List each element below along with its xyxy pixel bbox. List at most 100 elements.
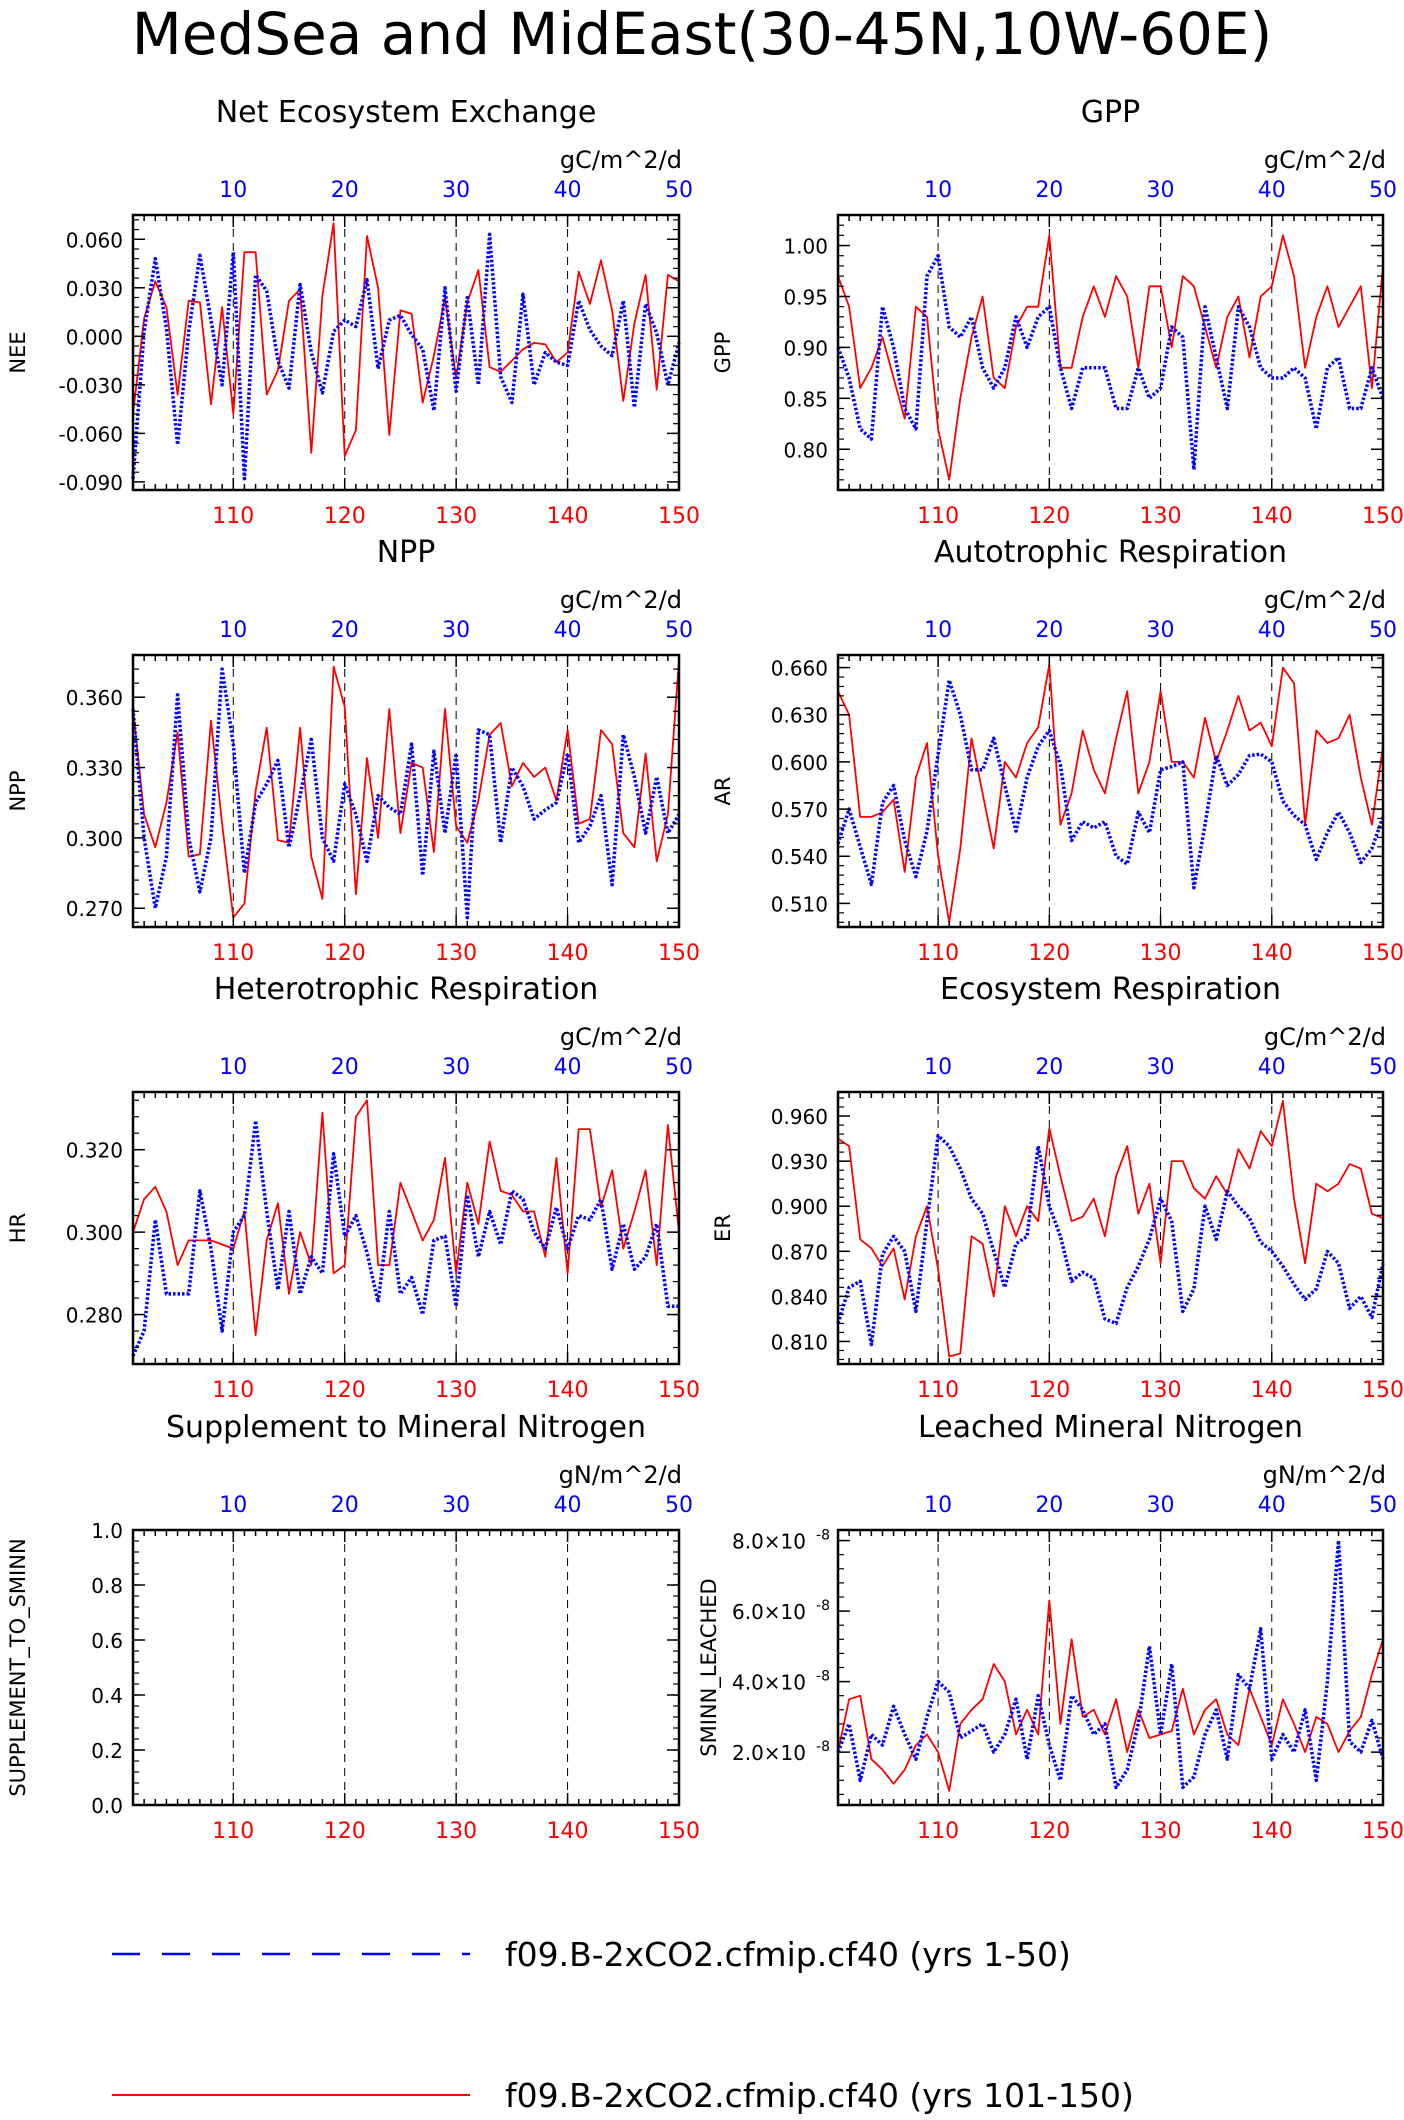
series-line-yrs-101-150 — [132, 1099, 680, 1337]
y-tick-label: 0.840 — [771, 1285, 828, 1309]
x-tick-label-top: 40 — [1258, 1493, 1286, 1518]
x-tick-label-top: 30 — [1147, 178, 1175, 203]
panel-ar: Autotrophic Respiration gC/m^2/d 110 120 130… — [711, 535, 1404, 966]
y-tick-label: 0.320 — [66, 1139, 123, 1163]
y-axis-label: NPP — [6, 770, 30, 811]
panel-title: Heterotrophic Respiration — [214, 972, 599, 1007]
x-tick-label-bottom: 130 — [1140, 941, 1182, 966]
y-tick-label: 0.4 — [91, 1684, 123, 1708]
panel-title: Autotrophic Respiration — [934, 535, 1287, 570]
x-tick-label-top: 10 — [219, 1055, 247, 1080]
y-tick-label: 0.6 — [91, 1629, 123, 1653]
y-axis-label: NEE — [6, 331, 30, 373]
y-tick-label: 0.300 — [66, 827, 123, 851]
plot-frame — [836, 213, 1385, 492]
y-tick-label: 0.270 — [66, 897, 123, 921]
y-tick-label: 0.95 — [783, 285, 828, 309]
y-tick-label: 0.930 — [771, 1150, 828, 1174]
x-tick-label-top: 20 — [1035, 618, 1063, 643]
series-line-yrs-101-150 — [132, 659, 680, 919]
series-line-yrs-1-50 — [131, 232, 681, 481]
x-tick-label-bottom: 150 — [1362, 941, 1404, 966]
x-tick-label-top: 10 — [219, 618, 247, 643]
y-tick-label: 0.90 — [783, 336, 828, 360]
figure-title: MedSea and MidEast(30-45N,10W-60E) — [132, 0, 1273, 68]
plot-frame — [131, 653, 681, 929]
x-tick-label-top: 20 — [331, 1493, 359, 1518]
series-line-yrs-1-50 — [836, 1133, 1385, 1347]
x-tick-label-top: 10 — [924, 618, 952, 643]
y-tick-label: -0.090 — [59, 471, 123, 495]
plot-frame — [836, 1090, 1385, 1366]
legend: f09.B-2xCO2.cfmip.cf40 (yrs 1-50) f09.B-… — [112, 1935, 1134, 2115]
y-tick-label: 0.2 — [91, 1739, 123, 1763]
y-tick-label: 6.0×10 — [732, 1600, 806, 1624]
x-tick-label-bottom: 130 — [435, 1819, 477, 1844]
y-tick-label: 4.0×10 — [732, 1671, 806, 1695]
x-tick-label-top: 40 — [554, 618, 582, 643]
y-tick-label: 0.330 — [66, 757, 123, 781]
x-tick-label-top: 50 — [665, 1493, 693, 1518]
x-tick-label-bottom: 110 — [212, 941, 254, 966]
x-tick-label-bottom: 140 — [1251, 1819, 1293, 1844]
x-tick-label-top: 10 — [924, 1055, 952, 1080]
y-tick-label: 0.030 — [66, 277, 123, 301]
series-line-yrs-1-50 — [836, 1538, 1385, 1790]
panel-gpp: GPP gC/m^2/d 110 120 130 140 150 10 20 30 40 50 0.80… — [711, 95, 1404, 529]
x-tick-label-top: 50 — [1369, 178, 1397, 203]
y-tick-label: 0.0 — [91, 1794, 123, 1818]
x-tick-label-bottom: 120 — [324, 1378, 366, 1403]
x-tick-label-top: 50 — [665, 1055, 693, 1080]
x-tick-label-bottom: 140 — [547, 1378, 589, 1403]
x-tick-label-bottom: 130 — [1140, 504, 1182, 529]
series-line-yrs-1-50 — [836, 678, 1385, 890]
x-tick-label-bottom: 110 — [917, 941, 959, 966]
y-tick-label: -0.030 — [59, 374, 123, 398]
x-tick-label-top: 30 — [1147, 618, 1175, 643]
x-tick-label-bottom: 140 — [1251, 941, 1293, 966]
x-tick-label-bottom: 150 — [658, 504, 700, 529]
y-tick-exponent: -8 — [816, 1598, 830, 1614]
x-tick-label-top: 50 — [665, 178, 693, 203]
x-tick-label-bottom: 130 — [435, 1378, 477, 1403]
x-tick-label-bottom: 110 — [917, 504, 959, 529]
panel-units: gC/m^2/d — [560, 1023, 682, 1051]
panel-sminn_leached: Leached Mineral Nitrogen gN/m^2/d 110 120 13… — [697, 1410, 1404, 1844]
y-tick-exponent: -8 — [816, 1739, 830, 1755]
x-tick-label-bottom: 140 — [1251, 1378, 1293, 1403]
x-tick-label-top: 30 — [442, 178, 470, 203]
x-tick-label-bottom: 110 — [212, 1378, 254, 1403]
y-tick-label: 1.0 — [91, 1519, 123, 1543]
series-line-yrs-1-50 — [131, 1119, 679, 1357]
panel-units: gC/m^2/d — [1264, 146, 1386, 174]
y-tick-label: 0.8 — [91, 1574, 123, 1598]
x-tick-label-bottom: 140 — [547, 504, 589, 529]
series-line-yrs-101-150 — [837, 1599, 1384, 1792]
panel-hr: Heterotrophic Respiration gC/m^2/d 110 120 1… — [6, 972, 700, 1403]
x-tick-label-bottom: 130 — [435, 504, 477, 529]
x-tick-label-top: 40 — [554, 178, 582, 203]
x-tick-label-bottom: 140 — [547, 1819, 589, 1844]
plot-frame — [131, 213, 681, 492]
panel-nee: Net Ecosystem Exchange gC/m^2/d 110 120 130 1… — [6, 95, 700, 529]
y-tick-label: 1.00 — [783, 235, 828, 259]
y-tick-label: 0.510 — [771, 892, 828, 916]
x-tick-label-bottom: 150 — [658, 941, 700, 966]
y-tick-label: -0.060 — [59, 422, 123, 446]
x-tick-label-bottom: 150 — [1362, 504, 1404, 529]
plot-frame — [836, 653, 1385, 929]
y-tick-label: 0.80 — [783, 438, 828, 462]
x-tick-label-top: 20 — [1035, 1493, 1063, 1518]
y-tick-label: 0.570 — [771, 798, 828, 822]
x-tick-label-top: 30 — [1147, 1493, 1175, 1518]
x-tick-label-top: 10 — [219, 1493, 247, 1518]
panel-title: Leached Mineral Nitrogen — [918, 1410, 1303, 1445]
x-tick-label-bottom: 120 — [324, 941, 366, 966]
x-tick-label-bottom: 130 — [1140, 1378, 1182, 1403]
x-tick-label-top: 30 — [442, 618, 470, 643]
y-tick-exponent: -8 — [816, 1669, 830, 1685]
x-tick-label-top: 10 — [219, 178, 247, 203]
panel-grid: Net Ecosystem Exchange gC/m^2/d 110 120 130 1… — [6, 95, 1404, 1844]
y-tick-label: 0.000 — [66, 325, 123, 349]
